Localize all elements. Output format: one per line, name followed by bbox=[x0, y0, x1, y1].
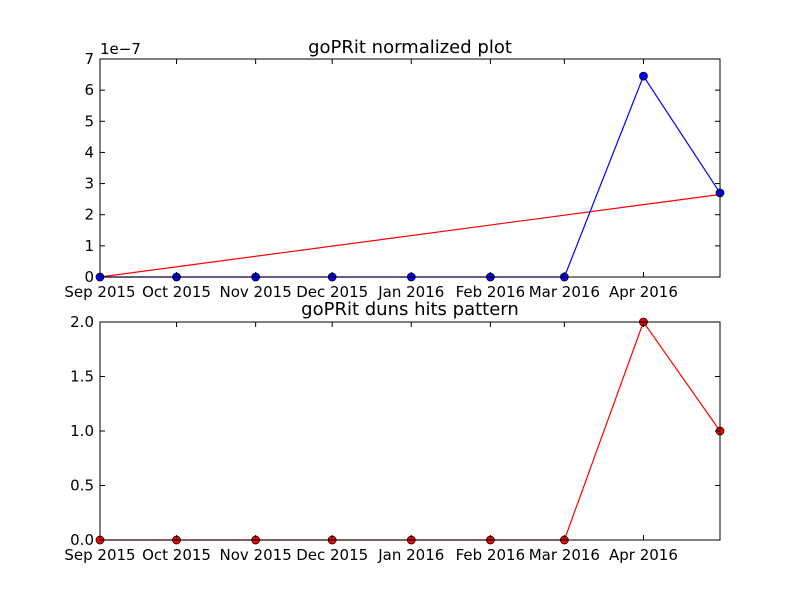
y-tick-label: 2.0 bbox=[70, 313, 94, 331]
x-tick-label: Feb 2016 bbox=[456, 546, 526, 564]
x-tick-label: Jan 2016 bbox=[377, 546, 444, 564]
chart-title: goPRit normalized plot bbox=[308, 37, 512, 58]
y-offset-label: 1e−7 bbox=[100, 40, 141, 58]
y-tick-label: 0.0 bbox=[70, 531, 94, 549]
x-tick-label: Apr 2016 bbox=[609, 283, 678, 301]
x-tick-label: Mar 2016 bbox=[529, 283, 600, 301]
y-tick-label: 2 bbox=[84, 206, 94, 224]
x-tick-label: Apr 2016 bbox=[609, 546, 678, 564]
y-tick-label: 5 bbox=[84, 112, 94, 130]
data-point bbox=[639, 72, 647, 80]
y-tick-label: 1.5 bbox=[70, 368, 94, 386]
y-tick-label: 0.5 bbox=[70, 477, 94, 495]
chart-title: goPRit duns hits pattern bbox=[301, 299, 519, 320]
x-tick-label: Sep 2015 bbox=[64, 283, 135, 301]
y-tick-label: 1 bbox=[84, 237, 94, 255]
x-tick-label: Nov 2015 bbox=[220, 283, 292, 301]
y-tick-label: 7 bbox=[84, 50, 94, 68]
y-tick-label: 0 bbox=[84, 268, 94, 286]
x-tick-label: Oct 2015 bbox=[142, 546, 211, 564]
y-tick-label: 6 bbox=[84, 81, 94, 99]
y-tick-label: 1.0 bbox=[70, 422, 94, 440]
x-tick-label: Nov 2015 bbox=[220, 546, 292, 564]
y-tick-label: 3 bbox=[84, 175, 94, 193]
x-tick-label: Oct 2015 bbox=[142, 283, 211, 301]
y-tick-label: 4 bbox=[84, 143, 94, 161]
x-tick-label: Mar 2016 bbox=[529, 546, 600, 564]
x-tick-label: Dec 2015 bbox=[296, 546, 368, 564]
